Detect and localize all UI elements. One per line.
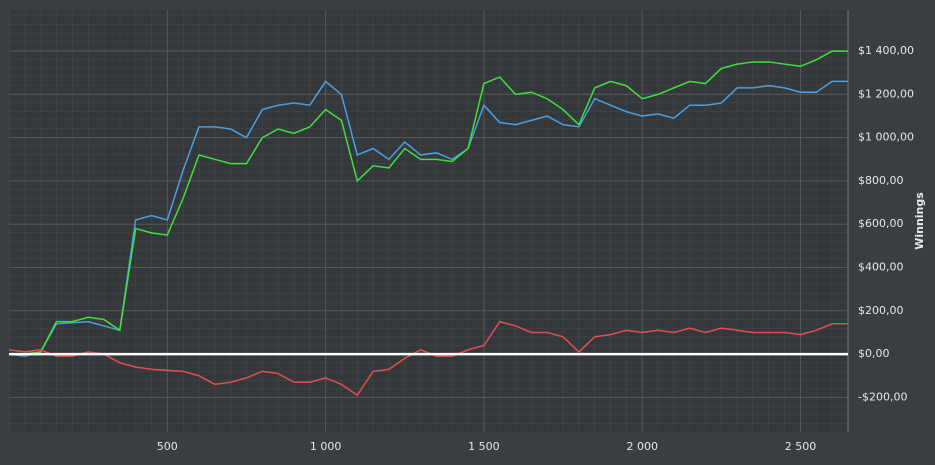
- y-tick-label: $600,00: [858, 217, 904, 230]
- y-axis-label: Winnings: [913, 192, 926, 250]
- series-line: [8, 80, 848, 358]
- series-line: [9, 50, 848, 355]
- y-tick-label: -$200,00: [858, 390, 907, 403]
- y-tick-label: $1 400,00: [858, 44, 914, 57]
- y-tick-label: $0,00: [858, 347, 890, 360]
- x-tick-label: 1 500: [468, 440, 500, 453]
- x-tick-label: 500: [157, 440, 178, 453]
- y-tick-label: $800,00: [858, 174, 904, 187]
- x-tick-label: 2 000: [626, 440, 658, 453]
- x-tick-label: 2 500: [785, 440, 817, 453]
- x-tick-label: 1 000: [310, 440, 342, 453]
- y-tick-label: $1 200,00: [858, 87, 914, 100]
- y-tick-label: $200,00: [858, 304, 904, 317]
- y-tick-label: $400,00: [858, 261, 904, 274]
- y-tick-label: $1 000,00: [858, 131, 914, 144]
